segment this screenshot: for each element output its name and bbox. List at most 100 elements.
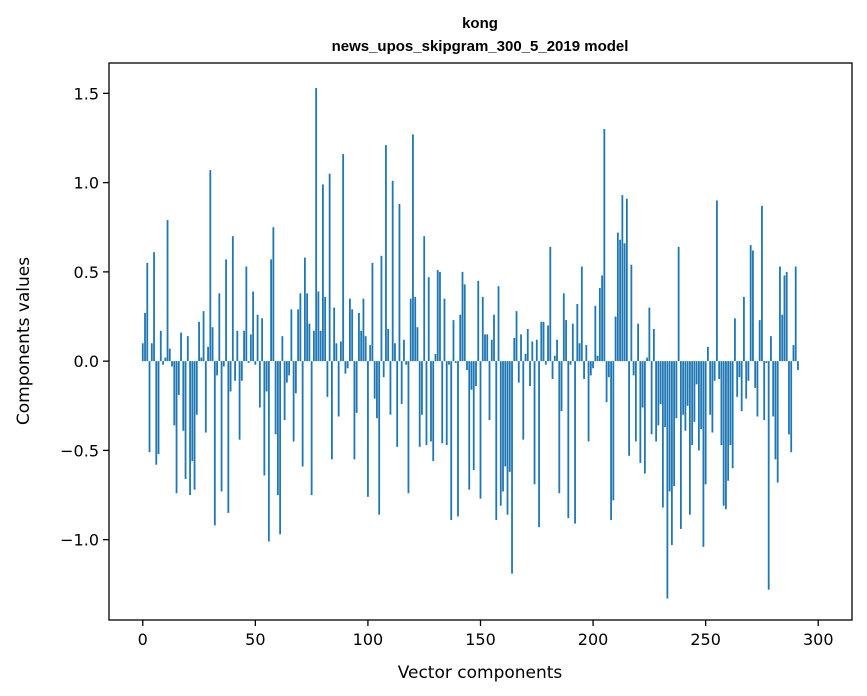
bar bbox=[299, 293, 302, 362]
bar bbox=[245, 266, 248, 362]
bar bbox=[177, 361, 180, 396]
bar bbox=[222, 361, 225, 367]
bar bbox=[716, 200, 718, 362]
bar bbox=[524, 353, 527, 362]
bar bbox=[583, 361, 585, 379]
bar bbox=[754, 361, 757, 388]
bar bbox=[227, 361, 230, 513]
bar bbox=[353, 361, 356, 460]
bar bbox=[238, 361, 241, 440]
bar bbox=[294, 361, 297, 394]
x-tick-label: 150 bbox=[465, 630, 496, 649]
bar bbox=[430, 361, 432, 442]
bar bbox=[670, 361, 673, 546]
bar bbox=[549, 246, 552, 362]
bar bbox=[779, 266, 781, 362]
bar bbox=[589, 361, 592, 376]
bar bbox=[788, 361, 790, 435]
bar bbox=[677, 246, 680, 362]
bar bbox=[452, 320, 455, 362]
bar bbox=[743, 296, 745, 362]
bar bbox=[448, 361, 450, 365]
bar bbox=[650, 361, 653, 435]
x-axis-ticks: 0 50 100 150 200 250 300 bbox=[138, 620, 834, 649]
bar bbox=[740, 361, 743, 412]
bar bbox=[441, 361, 444, 444]
bar bbox=[195, 361, 198, 415]
x-tick-label: 250 bbox=[690, 630, 721, 649]
bar bbox=[502, 361, 504, 492]
bar bbox=[425, 361, 428, 446]
bar bbox=[409, 298, 412, 362]
bar bbox=[704, 361, 707, 485]
bar bbox=[378, 361, 381, 515]
y-tick-label: 0.5 bbox=[74, 263, 99, 282]
bar bbox=[439, 271, 441, 362]
bar bbox=[400, 361, 403, 404]
bar bbox=[281, 336, 284, 362]
bar bbox=[418, 361, 421, 447]
bar bbox=[499, 361, 502, 506]
bar bbox=[765, 361, 768, 363]
bar bbox=[342, 154, 345, 362]
bar bbox=[794, 266, 797, 362]
bar bbox=[209, 170, 212, 362]
bar bbox=[612, 361, 615, 501]
bar bbox=[684, 361, 687, 431]
bar bbox=[632, 361, 635, 376]
bar bbox=[261, 318, 264, 362]
bar bbox=[461, 271, 464, 362]
bar bbox=[542, 321, 545, 362]
bar bbox=[551, 361, 554, 379]
bar bbox=[479, 361, 482, 499]
x-axis-label: Vector components bbox=[398, 663, 563, 683]
bar bbox=[513, 337, 516, 362]
bar bbox=[337, 361, 340, 417]
bar bbox=[168, 348, 171, 362]
bar bbox=[301, 361, 304, 467]
bar bbox=[693, 361, 696, 422]
bar bbox=[389, 361, 392, 415]
bar bbox=[522, 361, 525, 440]
x-tick-label: 0 bbox=[138, 630, 148, 649]
bar bbox=[598, 287, 601, 362]
bar bbox=[477, 280, 480, 362]
chart-title-line2: news_upos_skipgram_300_5_2019 model bbox=[332, 38, 629, 55]
bar bbox=[303, 257, 306, 362]
bar bbox=[414, 296, 417, 362]
bar bbox=[560, 361, 563, 412]
bar bbox=[776, 361, 779, 483]
bar bbox=[749, 245, 752, 362]
bar bbox=[585, 345, 588, 362]
bar bbox=[718, 361, 721, 379]
bar bbox=[373, 361, 376, 399]
bar bbox=[396, 361, 399, 447]
bar bbox=[234, 361, 236, 381]
bar bbox=[258, 361, 261, 408]
bar bbox=[481, 296, 484, 362]
bar bbox=[364, 336, 367, 362]
y-tick-label: 1.0 bbox=[74, 174, 99, 193]
y-axis-label: Components values bbox=[14, 257, 34, 425]
bar bbox=[279, 361, 282, 535]
bar bbox=[488, 361, 491, 421]
bar bbox=[659, 361, 662, 404]
bar bbox=[747, 361, 750, 381]
bar bbox=[603, 129, 606, 362]
y-tick-label: 1.5 bbox=[74, 84, 99, 103]
bar bbox=[607, 361, 610, 378]
bar bbox=[734, 318, 736, 362]
bar bbox=[490, 339, 493, 362]
bar bbox=[421, 361, 423, 415]
bars-group bbox=[141, 87, 799, 599]
bar bbox=[243, 330, 245, 362]
bar bbox=[450, 361, 453, 521]
bar bbox=[175, 361, 178, 494]
x-tick-label: 50 bbox=[245, 630, 265, 649]
bar bbox=[249, 334, 252, 362]
bar bbox=[558, 361, 561, 494]
bar bbox=[225, 259, 227, 362]
bar bbox=[506, 361, 509, 515]
bar bbox=[578, 343, 581, 362]
